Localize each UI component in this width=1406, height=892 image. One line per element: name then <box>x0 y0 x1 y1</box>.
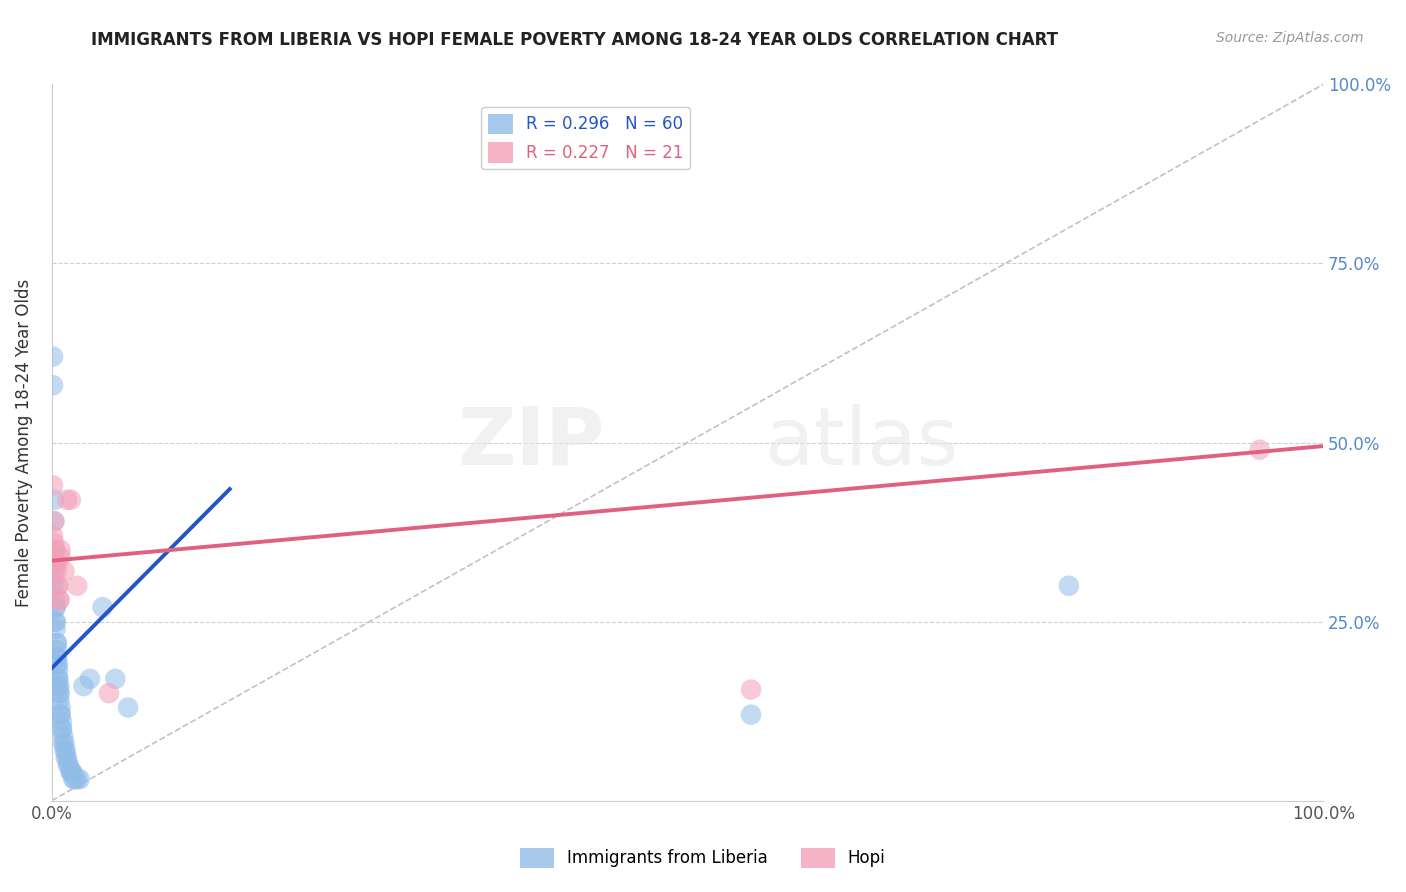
Point <box>117 700 139 714</box>
Point <box>48 686 70 700</box>
Point <box>45 565 67 579</box>
Point <box>51 722 73 736</box>
Point <box>56 750 79 764</box>
Point <box>44 565 66 579</box>
Point <box>49 700 72 714</box>
Point <box>44 536 66 550</box>
Point <box>72 679 94 693</box>
Point <box>45 593 67 607</box>
Point <box>49 550 72 565</box>
Point <box>79 672 101 686</box>
Point <box>41 579 63 593</box>
Text: ZIP: ZIP <box>457 403 605 482</box>
Point <box>58 757 80 772</box>
Point <box>53 736 76 750</box>
Point <box>48 686 70 700</box>
Point <box>59 764 82 779</box>
Point <box>52 736 75 750</box>
Point <box>45 643 67 657</box>
Point <box>45 636 67 650</box>
Text: Source: ZipAtlas.com: Source: ZipAtlas.com <box>1216 31 1364 45</box>
Text: IMMIGRANTS FROM LIBERIA VS HOPI FEMALE POVERTY AMONG 18-24 YEAR OLDS CORRELATION: IMMIGRANTS FROM LIBERIA VS HOPI FEMALE P… <box>91 31 1059 49</box>
Point <box>46 679 69 693</box>
Point <box>1249 442 1271 457</box>
Point <box>53 743 76 757</box>
Point <box>45 636 67 650</box>
Point <box>45 600 67 615</box>
Point <box>63 772 86 786</box>
Point <box>48 593 70 607</box>
Point <box>46 579 69 593</box>
Point <box>45 650 67 665</box>
Point <box>42 528 65 542</box>
Point <box>53 565 76 579</box>
Point <box>44 550 66 565</box>
Point <box>45 558 67 572</box>
Point <box>42 378 65 392</box>
Point <box>44 492 66 507</box>
Point <box>60 764 83 779</box>
Point <box>45 650 67 665</box>
Point <box>55 750 77 764</box>
Point <box>45 657 67 672</box>
Point <box>44 514 66 528</box>
Point <box>66 579 89 593</box>
Point <box>45 615 67 629</box>
Point <box>62 772 84 786</box>
Point <box>42 350 65 364</box>
Point <box>46 672 69 686</box>
Point <box>49 707 72 722</box>
Point <box>46 672 69 686</box>
Point <box>59 492 82 507</box>
Point <box>51 722 73 736</box>
Point <box>69 772 91 786</box>
Point <box>42 478 65 492</box>
Point <box>41 558 63 572</box>
Point <box>49 543 72 558</box>
Point <box>46 657 69 672</box>
Text: atlas: atlas <box>763 403 957 482</box>
Legend: Immigrants from Liberia, Hopi: Immigrants from Liberia, Hopi <box>513 841 893 875</box>
Point <box>97 686 120 700</box>
Point <box>51 714 73 729</box>
Point <box>48 693 70 707</box>
Point <box>91 600 114 615</box>
Point <box>45 558 67 572</box>
Point <box>1057 579 1080 593</box>
Point <box>55 743 77 757</box>
Point <box>44 514 66 528</box>
Point <box>52 729 75 743</box>
Y-axis label: Female Poverty Among 18-24 Year Olds: Female Poverty Among 18-24 Year Olds <box>15 278 32 607</box>
Point <box>44 579 66 593</box>
Legend: R = 0.296   N = 60, R = 0.227   N = 21: R = 0.296 N = 60, R = 0.227 N = 21 <box>481 107 690 169</box>
Point <box>44 543 66 558</box>
Point <box>66 772 89 786</box>
Point <box>45 543 67 558</box>
Point <box>45 600 67 615</box>
Point <box>740 682 762 697</box>
Point <box>45 615 67 629</box>
Point <box>59 764 82 779</box>
Point <box>46 665 69 679</box>
Point <box>740 707 762 722</box>
Point <box>45 622 67 636</box>
Point <box>48 593 70 607</box>
Point <box>104 672 127 686</box>
Point <box>58 757 80 772</box>
Point <box>48 679 70 693</box>
Point <box>46 579 69 593</box>
Point <box>49 707 72 722</box>
Point <box>56 492 79 507</box>
Point <box>60 764 83 779</box>
